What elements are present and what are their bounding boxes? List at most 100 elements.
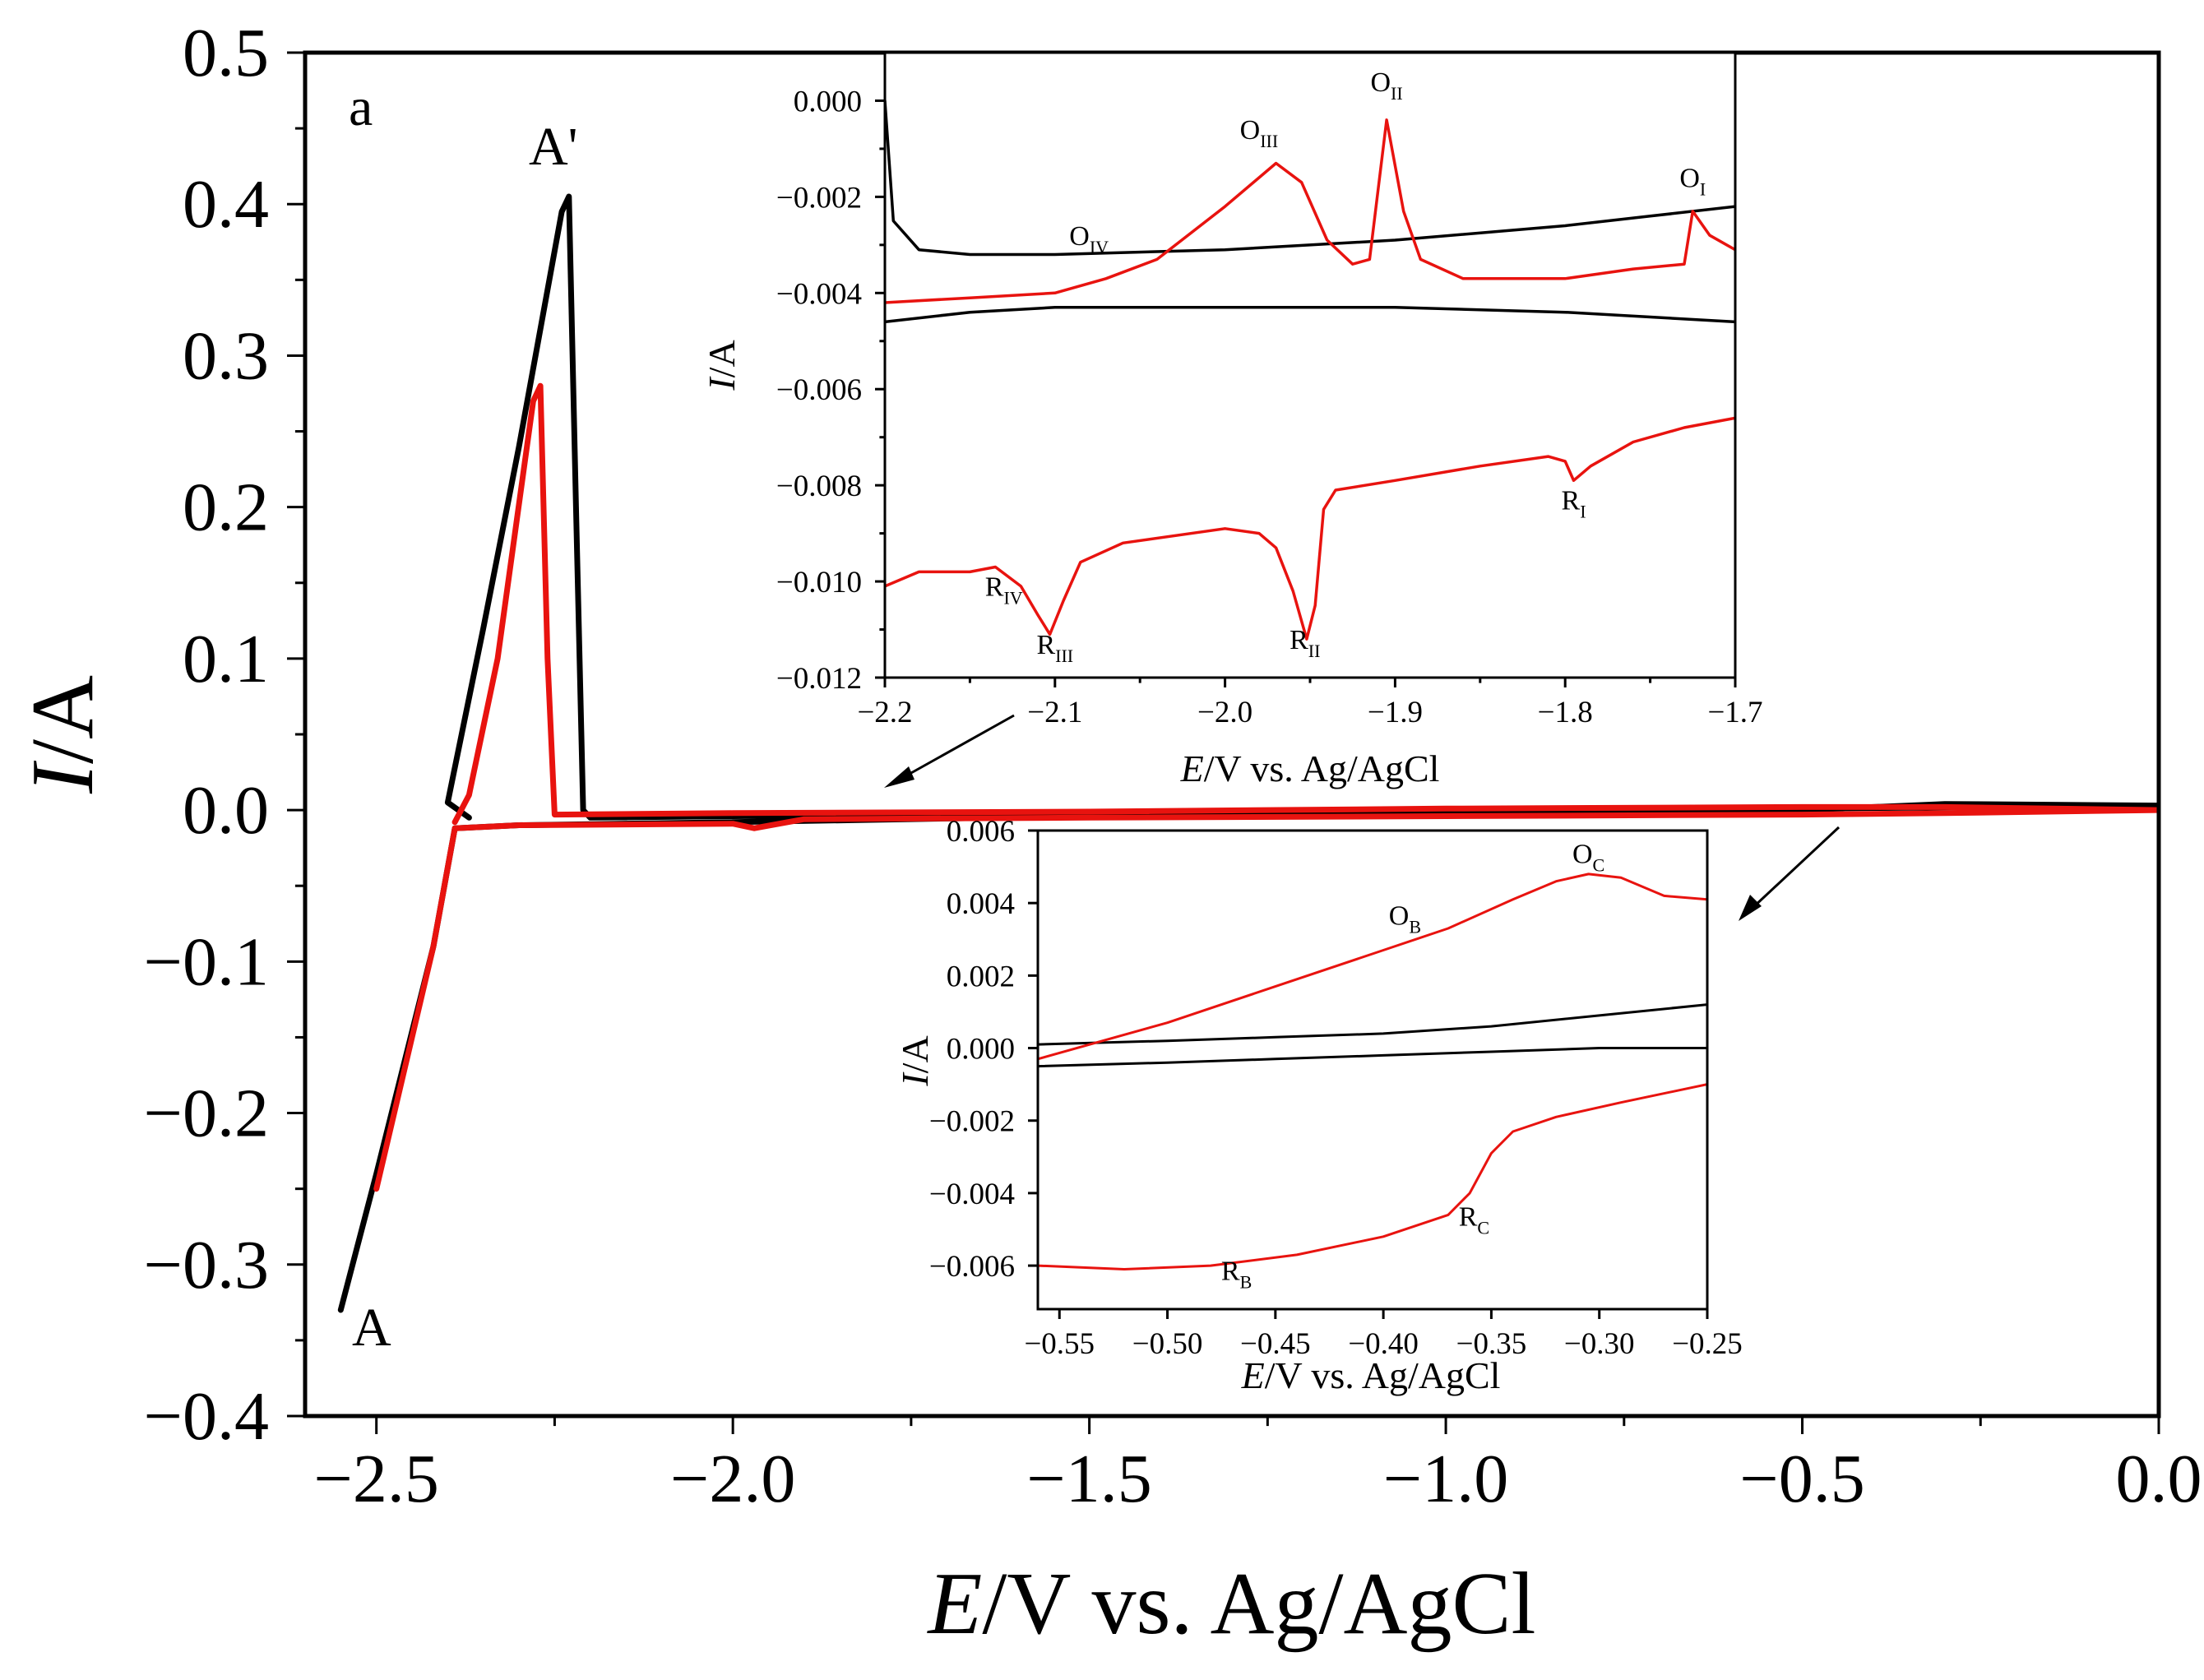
inset-bottom-ytick-label: 0.000	[947, 1033, 1015, 1067]
inset-top-y-ticks: 0.000 −0.002 −0.004 −0.006 −0.008 −0.010 −0.01…	[776, 85, 885, 696]
inset-top-ytick-label: −0.012	[776, 662, 862, 696]
inset-bottom-peak-subscript: C	[1593, 855, 1605, 876]
inset-top-peak-label: RII	[1290, 625, 1320, 661]
main-series-group	[337, 193, 2159, 1313]
inset-bottom-peak-label: OB	[1389, 901, 1421, 937]
inset-bottom-ytick-label: −0.006	[929, 1250, 1015, 1284]
inset-top-peak-label: OIV	[1069, 221, 1109, 257]
inset-top-peak-subscript: III	[1055, 646, 1073, 666]
inset-top-peak-label: OII	[1370, 67, 1402, 104]
inset-top-xtick-label: −1.7	[1707, 696, 1762, 729]
arrow-to-bottom-inset-head	[1739, 895, 1762, 921]
inset-top-peak-letter: O	[1069, 221, 1090, 252]
inset-top-peak-letter: R	[1036, 630, 1055, 660]
inset-top-chart: −2.2 −2.1 −2.0 −1.9 −1.8 −1.7 0.000 −0.002 −0.0…	[701, 51, 1763, 789]
inset-top-peak-label: OIII	[1240, 115, 1279, 151]
inset-top-xtick-label: −2.2	[857, 696, 912, 729]
inset-top-peak-subscript: II	[1308, 641, 1321, 661]
inset-top-background	[885, 53, 1735, 678]
main-ytick-label: 0.3	[183, 317, 269, 394]
inset-top-peak-subscript: III	[1260, 131, 1278, 151]
inset-top-ytick-label: −0.002	[776, 181, 862, 215]
pointer-arrows	[884, 714, 1841, 921]
main-x-axis-title: E/V vs. Ag/AgCl	[926, 1555, 1535, 1653]
inset-bottom-x-axis-title: E/V vs. Ag/AgCl	[1241, 1354, 1501, 1396]
inset-top-peak-label: RI	[1562, 485, 1586, 521]
inset-top-ytick-label: −0.006	[776, 373, 862, 407]
main-annotation-a: A	[352, 1298, 391, 1358]
inset-bottom-peak-label: OC	[1572, 840, 1604, 876]
inset-top-peak-label: RIII	[1036, 630, 1073, 666]
inset-top-peak-subscript: IV	[1003, 588, 1022, 609]
main-annotation-a-prime: A'	[529, 117, 578, 177]
inset-bottom-background	[1038, 831, 1707, 1309]
arrow-to-top-inset-line	[896, 714, 1015, 783]
inset-bottom-ytick-label: 0.002	[947, 960, 1015, 993]
inset-top-series-red-upper	[885, 118, 1735, 304]
inset-top-xtick-label: −2.0	[1197, 696, 1252, 729]
main-ytick-label: 0.1	[183, 621, 269, 697]
inset-bottom-peak-label: RC	[1459, 1202, 1489, 1238]
inset-bottom-series-black-upper	[1038, 1003, 1707, 1046]
inset-top-ytick-label: −0.004	[776, 277, 862, 311]
inset-top-ytick-label: 0.000	[794, 85, 862, 118]
inset-top-x-ticks: −2.2 −2.1 −2.0 −1.9 −1.8 −1.7	[857, 678, 1763, 729]
inset-top-peak-letter: O	[1370, 67, 1391, 98]
inset-top-peak-label: OI	[1679, 164, 1706, 200]
inset-bottom-series-black-lower	[1038, 1047, 1707, 1068]
inset-top-series-red-lower	[885, 416, 1735, 641]
inset-bottom-peak-letter: O	[1389, 901, 1410, 932]
inset-bottom-peak-subscript: B	[1409, 917, 1421, 937]
inset-top-peak-subscript: I	[1580, 501, 1586, 521]
inset-top-frame	[883, 51, 1737, 679]
main-xtick-label: −1.5	[1026, 1441, 1151, 1517]
inset-bottom-xtick-label: −0.40	[1348, 1327, 1419, 1361]
inset-top-peak-subscript: II	[1391, 83, 1403, 104]
inset-bottom-peak-letter: O	[1572, 840, 1593, 870]
inset-top-peak-letter: O	[1679, 164, 1700, 194]
main-ytick-label: 0.2	[183, 470, 269, 546]
inset-bottom-series-red-upper	[1038, 872, 1707, 1061]
inset-top-series-black-lower	[885, 306, 1735, 324]
inset-top-xtick-label: −1.8	[1538, 696, 1593, 729]
inset-bottom-xtick-label: −0.30	[1564, 1327, 1635, 1361]
main-panel-label: a	[349, 77, 373, 137]
main-y-ticks: −0.4 −0.3 −0.2 −0.1 0.0 0.1 0.2 0.3 0.4 0.5	[144, 15, 305, 1455]
inset-top-peak-subscript: I	[1700, 179, 1706, 200]
inset-top-ytick-label: −0.008	[776, 470, 862, 503]
inset-bottom-ytick-label: 0.004	[947, 887, 1015, 921]
main-chart: −2.5 −2.0 −1.5 −1.0 −0.5 0.0 −0.4 −0.3 −0.2 −0.1…	[14, 15, 2202, 1653]
arrow-to-bottom-inset-line	[1750, 826, 1841, 910]
inset-top-series-black-upper	[885, 99, 1735, 257]
inset-bottom-series-group	[1038, 872, 1707, 1270]
inset-top-xtick-label: −2.1	[1027, 696, 1082, 729]
main-ytick-label: 0.0	[183, 772, 269, 849]
inset-bottom-peak-letter: R	[1459, 1202, 1478, 1233]
inset-bottom-xtick-label: −0.50	[1132, 1327, 1203, 1361]
inset-bottom-peak-subscript: C	[1477, 1218, 1489, 1238]
main-ytick-label: 0.5	[183, 15, 269, 91]
inset-top-peak-label: RIV	[985, 572, 1023, 609]
inset-bottom-xtick-label: −0.35	[1456, 1327, 1527, 1361]
arrow-to-top-inset-head	[884, 766, 914, 788]
inset-bottom-peak-letter: R	[1221, 1257, 1240, 1287]
main-series-red	[373, 382, 2159, 1192]
inset-top-series-group	[885, 99, 1735, 641]
inset-bottom-ytick-label: 0.006	[947, 815, 1015, 849]
inset-top-ytick-label: −0.010	[776, 566, 862, 599]
main-ytick-label: −0.2	[144, 1076, 269, 1152]
main-xtick-label: −2.5	[314, 1441, 439, 1517]
main-ytick-label: −0.4	[144, 1378, 269, 1455]
inset-bottom-xtick-label: −0.25	[1672, 1327, 1743, 1361]
main-ytick-label: −0.3	[144, 1227, 269, 1303]
inset-bottom-y-ticks: 0.006 0.004 0.002 0.000 −0.002 −0.004 −0.006	[929, 815, 1038, 1284]
main-xtick-label: 0.0	[2116, 1441, 2202, 1517]
main-xtick-label: −0.5	[1739, 1441, 1864, 1517]
inset-top-peak-letter: R	[985, 572, 1004, 603]
inset-bottom-x-ticks: −0.55 −0.50 −0.45 −0.40 −0.35 −0.30 −0.25	[1024, 1309, 1743, 1361]
inset-top-peak-letter: R	[1562, 485, 1581, 516]
inset-top-x-axis-title: E/V vs. Ag/AgCl	[1180, 747, 1440, 789]
inset-top-peak-letter: R	[1290, 625, 1308, 655]
